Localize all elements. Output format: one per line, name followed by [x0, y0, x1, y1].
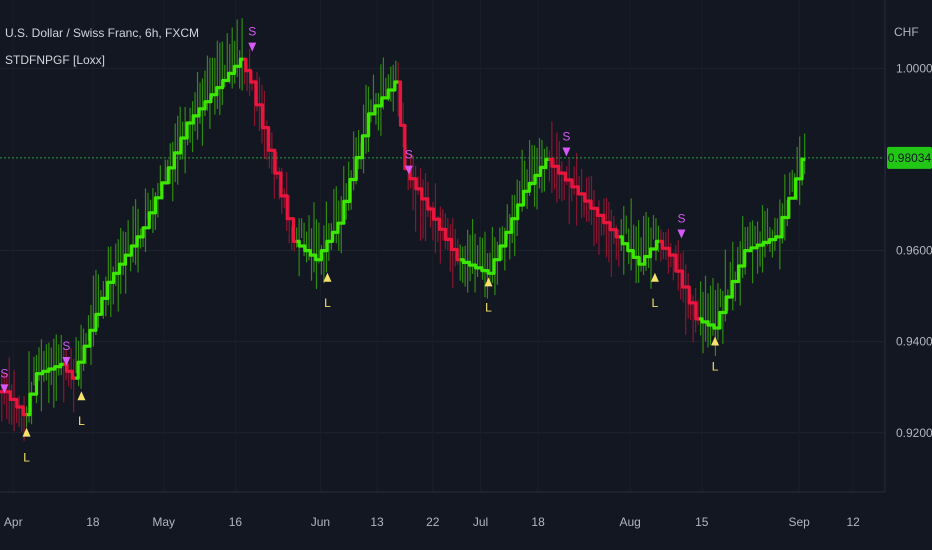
- long-signal-label: L: [652, 296, 659, 310]
- indicator-segment: [641, 239, 660, 266]
- last-price-badge: 0.98034: [887, 146, 932, 169]
- long-signal-arrow: [711, 336, 720, 346]
- short-signal-arrow: [62, 357, 71, 366]
- long-signal-arrow: [22, 427, 31, 437]
- indicator-line: [0, 57, 806, 417]
- y-tick-label: 0.96000: [896, 244, 932, 258]
- short-signal-label: S: [677, 211, 685, 225]
- x-tick-label: 12: [846, 515, 860, 529]
- long-signal-label: L: [485, 300, 492, 314]
- x-tick-label: 16: [229, 515, 243, 529]
- grid: [0, 67, 885, 434]
- last-price-badge-bg: [887, 146, 932, 169]
- x-tick-label: May: [152, 515, 175, 529]
- price-candles: [1, 18, 806, 441]
- indicator-segment: [7, 390, 27, 417]
- short-signal-label: S: [405, 148, 413, 162]
- indicator-segment: [110, 226, 146, 284]
- indicator-segment: [190, 57, 244, 125]
- long-signal-label: L: [23, 451, 30, 465]
- x-tick-label: Apr: [4, 515, 23, 529]
- indicator-segment: [699, 317, 717, 330]
- long-signal-label: L: [712, 360, 719, 374]
- indicator-segment: [146, 121, 191, 230]
- indicator-segment: [548, 157, 576, 189]
- short-signal-label: S: [62, 339, 70, 353]
- indicator-segment: [460, 258, 492, 275]
- short-signal-label: S: [562, 129, 570, 143]
- indicator-segment: [659, 239, 673, 257]
- indicator-segment: [318, 221, 341, 262]
- indicator-segment: [253, 80, 297, 243]
- short-signal-arrow: [562, 147, 571, 157]
- indicator-segment: [26, 372, 40, 417]
- x-tick-label: 22: [426, 515, 440, 529]
- indicator-name[interactable]: STDFNPGF [Loxx]: [5, 53, 105, 67]
- long-signal-arrow: [323, 272, 332, 282]
- indicator-segment: [747, 235, 779, 253]
- x-tick-label: 18: [531, 515, 545, 529]
- last-price-value: 0.98034: [888, 151, 932, 165]
- x-tick-label: 13: [370, 515, 384, 529]
- signal-markers: S L S L S L S L S L S L: [0, 25, 720, 465]
- x-tick-label: Jul: [473, 515, 488, 529]
- indicator-segment: [778, 157, 806, 239]
- short-signal-label: S: [0, 366, 8, 380]
- short-signal-arrow: [677, 229, 686, 239]
- indicator-segment: [371, 80, 399, 116]
- indicator-segment: [526, 157, 549, 193]
- short-signal-arrow: [248, 42, 257, 52]
- y-tick-label: 1.00000: [896, 61, 932, 75]
- indicator-segment: [491, 189, 527, 275]
- long-signal-arrow: [77, 391, 86, 401]
- indicator-segment: [75, 280, 111, 380]
- time-axis[interactable]: Apr 18 May 16 Jun 13 22 Jul 18 Aug 15 Sep 12: [4, 515, 860, 529]
- indicator-segment: [398, 80, 408, 171]
- short-signal-arrow: [0, 384, 9, 394]
- indicator-segment: [407, 167, 461, 262]
- chart-title: U.S. Dollar / Swiss Franc, 6h, FXCM: [5, 26, 199, 40]
- x-tick-label: Aug: [619, 515, 640, 529]
- indicator-segment: [39, 362, 64, 376]
- x-tick-label: 15: [695, 515, 709, 529]
- long-signal-label: L: [78, 414, 85, 428]
- indicator-segment: [619, 235, 642, 266]
- x-tick-label: Jun: [311, 515, 330, 529]
- x-tick-label: 18: [86, 515, 100, 529]
- long-signal-label: L: [324, 296, 331, 310]
- long-signal-arrow: [650, 272, 659, 282]
- indicator-segment: [243, 57, 254, 84]
- indicator-segment: [672, 253, 700, 321]
- indicator-segment: [716, 249, 748, 330]
- indicator-segment: [575, 185, 620, 239]
- currency-label: CHF: [894, 25, 919, 39]
- indicator-segment: [296, 239, 319, 262]
- long-signal-arrow: [484, 277, 493, 287]
- short-signal-arrow: [404, 165, 413, 175]
- short-signal-label: S: [248, 25, 256, 39]
- x-tick-label: Sep: [788, 515, 810, 529]
- indicator-segment: [340, 112, 372, 225]
